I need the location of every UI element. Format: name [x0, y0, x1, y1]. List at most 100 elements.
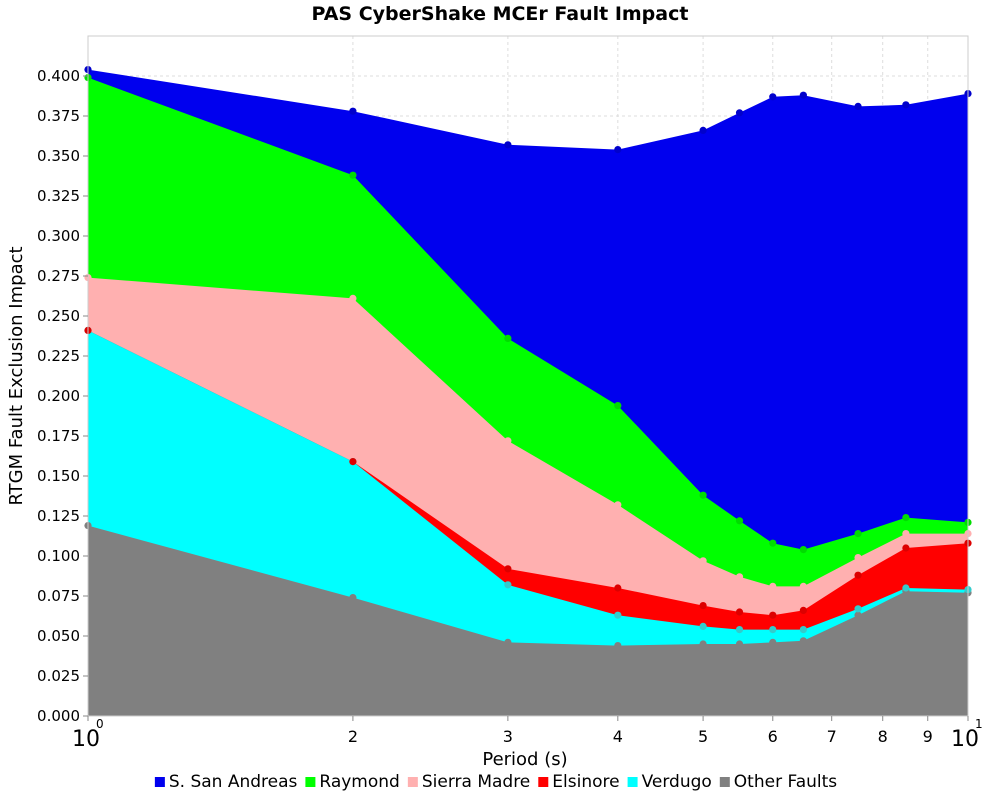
marker-other-faults-5	[735, 640, 744, 648]
marker-verdugo-3	[614, 611, 622, 619]
y-tick-label-8: 0.200	[37, 387, 80, 405]
marker-verdugo-7	[799, 626, 807, 634]
marker-other-faults-6	[769, 638, 777, 647]
legend-label-s-san-andreas: S. San Andreas	[169, 772, 298, 792]
legend: S. San Andreas Raymond Sierra Madre Elsinor…	[154, 772, 837, 792]
y-tick-label-16: 0.400	[37, 67, 80, 85]
legend-label-sierra-madre: Sierra Madre	[422, 772, 530, 792]
y-tick-label-11: 0.275	[37, 267, 80, 285]
marker-raymond-1	[349, 171, 357, 179]
marker-s-san-andreas-3	[614, 146, 622, 154]
marker-verdugo-9	[902, 584, 910, 592]
marker-s-san-andreas-5	[735, 109, 744, 117]
y-axis-ticks: 0.000 0.025 0.050 0.075 0.100 0.125 0.150 0.175…	[37, 67, 88, 725]
y-tick-label-9: 0.225	[37, 347, 80, 365]
marker-sierra-madre-9	[902, 530, 910, 538]
legend-label-verdugo: Verdugo	[642, 772, 712, 792]
x-axis-label: Period (s)	[482, 749, 567, 770]
y-tick-label-1: 0.025	[37, 667, 80, 685]
legend-item-verdugo: Verdugo	[627, 772, 712, 792]
area-other-faults	[88, 525, 968, 716]
marker-elsinore-7	[799, 606, 807, 615]
marker-elsinore-8	[854, 571, 862, 579]
marker-raymond-4	[699, 491, 707, 499]
legend-label-raymond: Raymond	[319, 772, 399, 792]
y-tick-label-12: 0.300	[37, 227, 80, 245]
y-tick-label-4: 0.100	[37, 547, 80, 565]
x-tick-exponent-0: 0	[96, 717, 104, 731]
legend-swatch-s-san-andreas	[154, 777, 165, 787]
marker-elsinore-9	[902, 544, 910, 552]
marker-raymond-6	[769, 539, 777, 547]
legend-swatch-verdugo	[627, 777, 638, 787]
x-tick-label-1: 2	[348, 727, 358, 746]
y-tick-label-14: 0.350	[37, 147, 80, 165]
y-tick-label-15: 0.375	[37, 107, 80, 125]
marker-raymond-8	[854, 530, 862, 538]
marker-other-faults-3	[614, 642, 622, 650]
marker-raymond-5	[735, 517, 744, 525]
legend-swatch-elsinore	[538, 777, 549, 787]
marker-elsinore-1	[349, 458, 357, 466]
marker-verdugo-5	[735, 626, 744, 634]
legend-label-elsinore: Elsinore	[552, 772, 619, 792]
plot-frame	[87, 35, 969, 717]
x-tick-label-8: 9	[923, 727, 933, 746]
marker-sierra-madre-8	[854, 554, 862, 562]
legend-item-s-san-andreas: S. San Andreas	[154, 772, 298, 792]
y-tick-label-2: 0.050	[37, 627, 80, 645]
marker-verdugo-8	[854, 605, 862, 613]
legend-item-elsinore: Elsinore	[538, 772, 620, 792]
y-axis-label: RTGM Fault Exclusion Impact	[6, 246, 27, 505]
stacked-areas	[88, 69, 968, 717]
legend-label-other-faults: Other Faults	[734, 772, 837, 792]
marker-s-san-andreas-6	[769, 93, 777, 101]
marker-sierra-madre-5	[735, 573, 744, 581]
marker-s-san-andreas-2	[504, 141, 512, 149]
marker-s-san-andreas-9	[902, 101, 910, 109]
legend-item-sierra-madre: Sierra Madre	[407, 772, 530, 792]
x-tick-label-5: 6	[768, 727, 778, 746]
y-tick-label-0: 0.000	[37, 707, 80, 725]
x-tick-base-0: 10	[72, 727, 100, 752]
marker-elsinore-2	[504, 565, 512, 573]
y-tick-label-5: 0.125	[37, 507, 80, 525]
marker-other-faults-2	[504, 638, 512, 647]
marker-elsinore-3	[614, 584, 622, 592]
marker-verdugo-4	[699, 622, 707, 631]
x-tick-base-9: 10	[951, 727, 979, 752]
marker-sierra-madre-1	[349, 294, 357, 302]
marker-elsinore-4	[699, 602, 707, 610]
marker-raymond-9	[902, 514, 910, 522]
x-tick-label-7: 8	[878, 727, 888, 746]
x-tick-label-4: 5	[698, 727, 708, 746]
marker-s-san-andreas-8	[854, 102, 862, 110]
marker-elsinore-5	[735, 608, 744, 616]
marker-raymond-2	[504, 334, 512, 342]
marker-sierra-madre-7	[799, 582, 807, 591]
x-tick-exponent-9: 1	[975, 717, 983, 731]
marker-raymond-3	[614, 402, 622, 410]
x-tick-label-9: 101	[951, 717, 983, 752]
y-tick-label-6: 0.150	[37, 467, 80, 485]
y-tick-label-10: 0.250	[37, 307, 80, 325]
marker-other-faults-4	[699, 640, 707, 648]
marker-s-san-andreas-4	[699, 126, 707, 134]
legend-swatch-other-faults	[719, 777, 730, 787]
legend-item-other-faults: Other Faults	[719, 772, 837, 792]
y-tick-label-7: 0.175	[37, 427, 80, 445]
x-tick-label-3: 4	[613, 727, 623, 746]
marker-verdugo-2	[504, 581, 512, 589]
chart-title: PAS CyberShake MCEr Fault Impact	[312, 3, 689, 25]
marker-other-faults-8	[854, 611, 862, 619]
legend-swatch-raymond	[305, 777, 316, 787]
marker-other-faults-7	[799, 637, 807, 645]
marker-verdugo-6	[769, 626, 777, 634]
x-tick-label-0: 100	[72, 717, 104, 752]
marker-sierra-madre-2	[504, 437, 512, 445]
marker-elsinore-6	[769, 611, 777, 619]
legend-swatch-sierra-madre	[407, 777, 418, 787]
legend-item-raymond: Raymond	[305, 772, 400, 792]
